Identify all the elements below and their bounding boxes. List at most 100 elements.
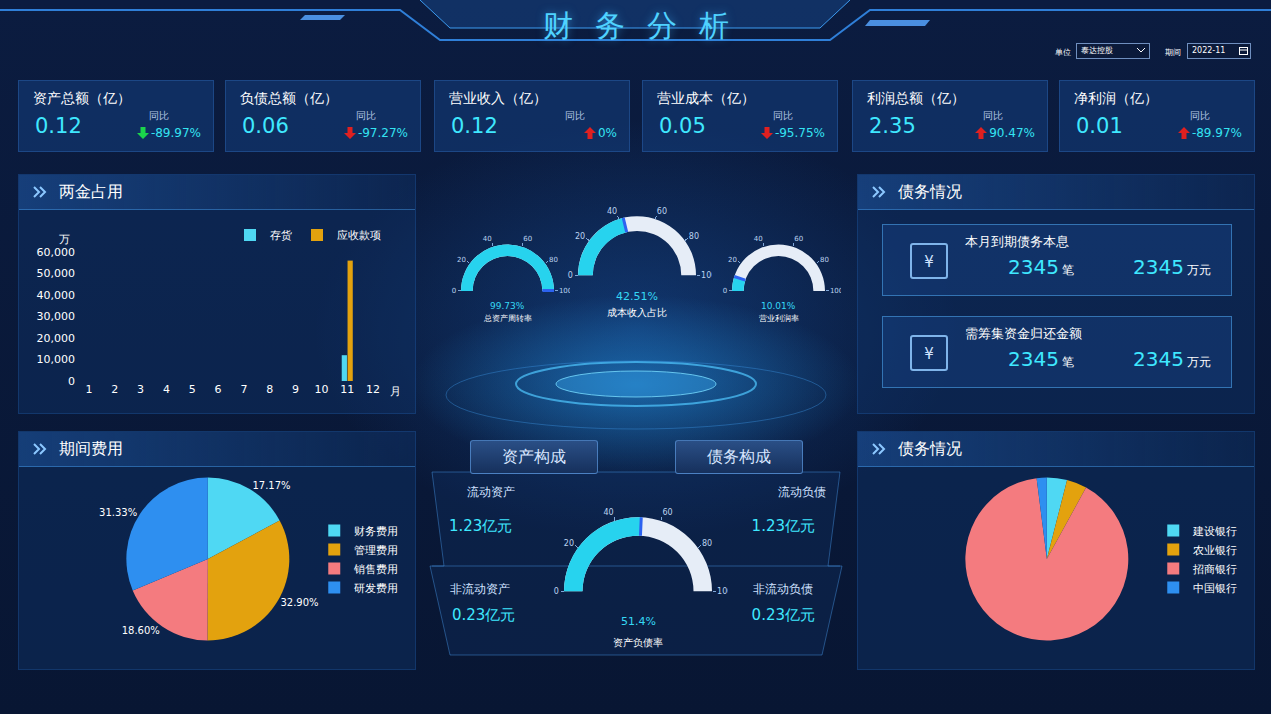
svg-text:10.01%: 10.01% xyxy=(761,301,796,311)
html-text:0.05: 0.05 xyxy=(659,114,706,138)
html-text:债务构成: 债务构成 xyxy=(707,447,771,466)
svg-text:100: 100 xyxy=(830,287,841,295)
html-text:期间费用: 期间费用 xyxy=(59,439,123,458)
html-text:-89.97%: -89.97% xyxy=(150,126,201,140)
svg-text:总资产周转率: 总资产周转率 xyxy=(483,314,532,323)
svg-text:万: 万 xyxy=(59,233,70,246)
svg-text:80: 80 xyxy=(820,256,829,264)
html-text:2345万元: 2345万元 xyxy=(1133,255,1211,279)
html-text:债务情况: 债务情况 xyxy=(898,182,962,201)
svg-text:60: 60 xyxy=(523,235,532,243)
svg-text:20: 20 xyxy=(457,256,466,264)
svg-text:40: 40 xyxy=(754,235,763,243)
svg-text:20,000: 20,000 xyxy=(37,332,76,345)
html-text:0.12: 0.12 xyxy=(451,114,498,138)
html-text:2345笔: 2345笔 xyxy=(1008,347,1074,371)
html-text:需筹集资金归还金额: 需筹集资金归还金额 xyxy=(965,326,1082,341)
html-text:利润总额（亿）: 利润总额（亿） xyxy=(867,90,965,106)
svg-text:99.73%: 99.73% xyxy=(490,301,525,311)
svg-text:财务费用: 财务费用 xyxy=(354,525,398,538)
svg-text:研发费用: 研发费用 xyxy=(354,582,398,595)
svg-text:5: 5 xyxy=(189,383,196,396)
svg-text:80: 80 xyxy=(689,232,699,241)
svg-text:招商银行: 招商银行 xyxy=(1192,563,1237,576)
svg-text:51.4%: 51.4% xyxy=(621,615,656,628)
svg-text:20: 20 xyxy=(575,232,585,241)
svg-text:42.51%: 42.51% xyxy=(616,290,658,303)
svg-text:月: 月 xyxy=(390,385,401,398)
html-text:资产总额（亿）: 资产总额（亿） xyxy=(33,90,131,106)
svg-text:2: 2 xyxy=(111,383,118,396)
svg-text:资产负债率: 资产负债率 xyxy=(613,637,663,648)
html-text:2345笔: 2345笔 xyxy=(1008,255,1074,279)
svg-text:100: 100 xyxy=(559,287,570,295)
svg-text:60: 60 xyxy=(794,235,803,243)
svg-text:10: 10 xyxy=(314,383,328,396)
svg-text:100: 100 xyxy=(717,587,728,596)
svg-text:营业利润率: 营业利润率 xyxy=(759,314,799,323)
svg-text:建设银行: 建设银行 xyxy=(1192,525,1237,538)
html-text:-95.75%: -95.75% xyxy=(774,126,825,140)
svg-text:80: 80 xyxy=(702,539,712,548)
svg-text:10,000: 10,000 xyxy=(37,353,76,366)
svg-text:0: 0 xyxy=(452,287,456,295)
html-text:1.23亿元: 1.23亿元 xyxy=(751,517,815,535)
svg-text:60: 60 xyxy=(657,207,667,216)
svg-text:40,000: 40,000 xyxy=(37,289,76,302)
svg-text:存货: 存货 xyxy=(270,229,292,242)
svg-text:40: 40 xyxy=(603,508,613,517)
svg-text:1: 1 xyxy=(85,383,92,396)
svg-text:9: 9 xyxy=(292,383,299,396)
html-text:0%: 0% xyxy=(598,126,617,140)
svg-text:40: 40 xyxy=(607,207,617,216)
svg-text:40: 40 xyxy=(483,235,492,243)
svg-text:30,000: 30,000 xyxy=(37,310,76,323)
html-text:资产构成: 资产构成 xyxy=(502,447,566,466)
svg-text:32.90%: 32.90% xyxy=(280,597,318,608)
svg-text:11: 11 xyxy=(340,383,354,396)
svg-text:31.33%: 31.33% xyxy=(99,507,137,518)
svg-text:20: 20 xyxy=(728,256,737,264)
svg-text:销售费用: 销售费用 xyxy=(353,563,398,576)
html-text:营业成本（亿）: 营业成本（亿） xyxy=(657,90,755,106)
svg-text:50,000: 50,000 xyxy=(37,267,76,280)
html-text:0.23亿元: 0.23亿元 xyxy=(751,606,815,624)
svg-text:100: 100 xyxy=(701,271,712,280)
svg-text:18.60%: 18.60% xyxy=(122,625,160,636)
html-text:债务情况: 债务情况 xyxy=(898,439,962,458)
html-text:0.12: 0.12 xyxy=(35,114,82,138)
svg-text:6: 6 xyxy=(215,383,222,396)
html-text:两金占用: 两金占用 xyxy=(59,182,123,201)
svg-text:8: 8 xyxy=(266,383,273,396)
html-text:2.35: 2.35 xyxy=(869,114,916,138)
svg-text:0: 0 xyxy=(554,587,559,596)
svg-text:中国银行: 中国银行 xyxy=(1193,582,1237,595)
html-text:财务分析: 财务分析 xyxy=(542,8,751,43)
html-text:营业收入（亿）: 营业收入（亿） xyxy=(449,90,547,106)
svg-text:4: 4 xyxy=(163,383,170,396)
svg-text:应收款项: 应收款项 xyxy=(337,229,381,242)
svg-text:7: 7 xyxy=(240,383,247,396)
svg-text:80: 80 xyxy=(549,256,558,264)
svg-text:60,000: 60,000 xyxy=(37,246,76,259)
html-text:本月到期债务本息: 本月到期债务本息 xyxy=(965,234,1069,249)
html-text:-97.27%: -97.27% xyxy=(357,126,408,140)
html-text:1.23亿元: 1.23亿元 xyxy=(449,517,513,535)
svg-text:17.17%: 17.17% xyxy=(252,480,290,491)
svg-text:12: 12 xyxy=(366,383,380,396)
svg-text:成本收入占比: 成本收入占比 xyxy=(607,307,667,318)
svg-text:农业银行: 农业银行 xyxy=(1193,544,1237,557)
svg-text:0: 0 xyxy=(568,271,573,280)
html-text:0.06: 0.06 xyxy=(242,114,289,138)
html-text:0.23亿元: 0.23亿元 xyxy=(452,606,516,624)
html-text:净利润（亿）: 净利润（亿） xyxy=(1074,90,1158,106)
html-text:0.01: 0.01 xyxy=(1076,114,1123,138)
svg-text:3: 3 xyxy=(137,383,144,396)
svg-text:0: 0 xyxy=(68,375,75,388)
html-text:负债总额（亿）: 负债总额（亿） xyxy=(240,90,338,106)
svg-text:20: 20 xyxy=(564,539,574,548)
svg-text:0: 0 xyxy=(723,287,727,295)
svg-text:管理费用: 管理费用 xyxy=(354,544,398,557)
html-text:2345万元: 2345万元 xyxy=(1133,347,1211,371)
svg-text:60: 60 xyxy=(662,508,672,517)
